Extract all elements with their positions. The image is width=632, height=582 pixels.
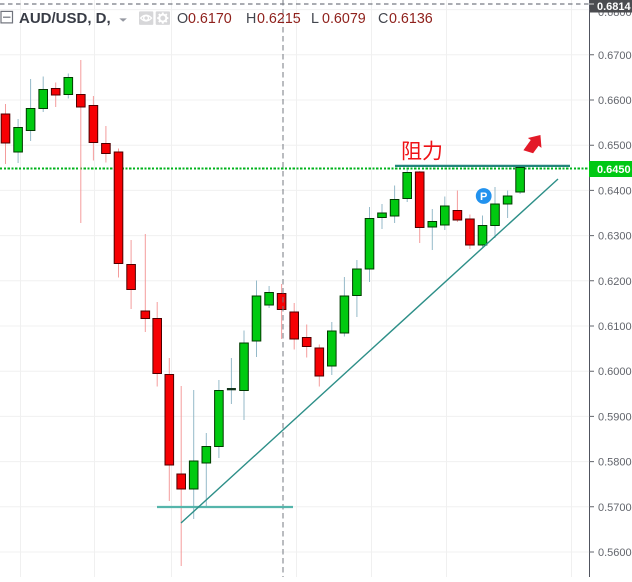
svg-text:0.6500: 0.6500	[598, 140, 632, 152]
svg-text:C: C	[378, 11, 388, 27]
svg-text:0.6600: 0.6600	[598, 95, 632, 107]
svg-text:0.6000: 0.6000	[598, 366, 632, 378]
svg-text:0.6400: 0.6400	[598, 185, 632, 197]
svg-text:0.6136: 0.6136	[389, 11, 433, 27]
svg-text:0.6814: 0.6814	[597, 1, 632, 13]
svg-text:0.5900: 0.5900	[598, 411, 632, 423]
svg-text:0.6200: 0.6200	[598, 276, 632, 288]
svg-text:阻力: 阻力	[401, 141, 443, 164]
svg-text:0.6170: 0.6170	[188, 11, 232, 27]
svg-text:0.6100: 0.6100	[598, 321, 632, 333]
svg-text:0.6700: 0.6700	[598, 50, 632, 62]
svg-text:L: L	[311, 11, 319, 27]
svg-text:P: P	[480, 191, 487, 203]
svg-text:0.5700: 0.5700	[598, 502, 632, 514]
svg-text:0.6450: 0.6450	[597, 164, 631, 176]
svg-text:0.6079: 0.6079	[322, 11, 366, 27]
svg-text:0.5600: 0.5600	[598, 547, 632, 559]
svg-text:O: O	[177, 11, 188, 27]
svg-text:0.5800: 0.5800	[598, 457, 632, 469]
svg-text:AUD/USD, D,: AUD/USD, D,	[19, 10, 111, 27]
svg-text:0.6215: 0.6215	[257, 11, 301, 27]
svg-text:0.6300: 0.6300	[598, 231, 632, 243]
svg-text:H: H	[246, 11, 256, 27]
